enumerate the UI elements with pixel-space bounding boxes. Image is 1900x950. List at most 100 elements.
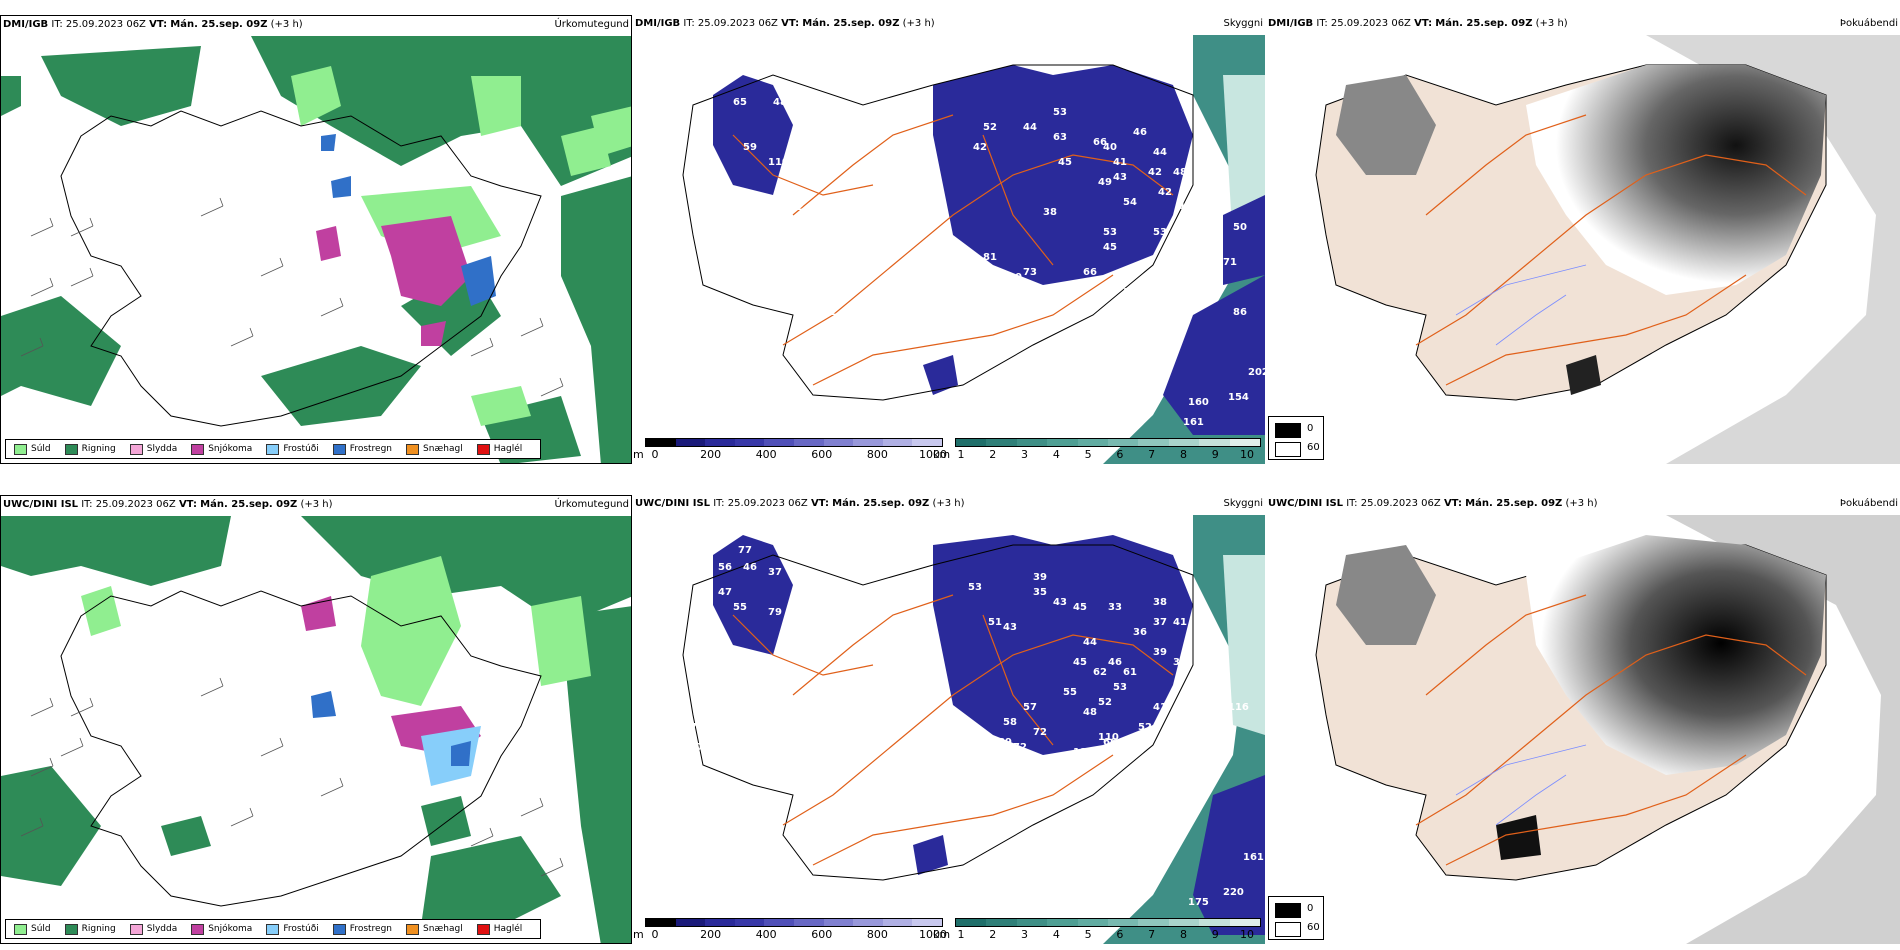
m-colorbar-segment — [734, 439, 765, 446]
km-colorbar-segment — [1168, 439, 1200, 446]
legend-label: Rigning — [81, 444, 116, 454]
m-tick-label: 400 — [755, 928, 777, 941]
visibility-value-label: 50 — [1233, 222, 1247, 233]
it-label: IT: — [51, 19, 63, 30]
legend-swatch — [476, 443, 490, 455]
legend-item: Haglél — [476, 443, 522, 455]
visibility-value-label: 39 — [1153, 647, 1167, 658]
model-name: UWC/DINI ISL — [635, 498, 711, 509]
km-colorbar-segment — [1199, 439, 1230, 446]
panel-title: Skyggni — [1223, 18, 1263, 29]
visibility-value-label: 89 — [998, 737, 1012, 748]
visibility-value-label: 161 — [1183, 417, 1204, 428]
visibility-scale: m 0 200 400 600 800 1000 km 1 2 3 4 5 6 7 8 9 10 — [633, 438, 1265, 461]
visibility-value-label: 110 — [1098, 732, 1119, 743]
visibility-value-label: 116 — [1228, 702, 1249, 713]
visibility-value-label: 16 — [703, 252, 717, 263]
visibility-value-label: 190 — [1123, 287, 1144, 298]
m-colorbar-segment — [646, 439, 676, 446]
visibility-value-label: 82 — [1108, 282, 1122, 293]
vt-value: Mán. 25.sep. 09Z — [1435, 18, 1533, 29]
km-tick-label: 10 — [1240, 448, 1254, 461]
km-tick-label: 9 — [1211, 448, 1219, 461]
it-value: 25.09.2023 06Z — [65, 19, 146, 30]
visibility-value-label: 53 — [1153, 227, 1167, 238]
visibility-value-label: 55 — [953, 732, 967, 743]
m-colorbar-segment — [823, 439, 854, 446]
visibility-value-label: 15 — [878, 242, 892, 253]
visibility-value-label: 46 — [743, 562, 757, 573]
visibility-value-label: 41 — [1113, 157, 1127, 168]
visibility-value-label: 65 — [733, 97, 747, 108]
legend-item: Snæhagl — [406, 923, 463, 935]
visibility-value-label: 48 — [1203, 182, 1217, 193]
legend-label: Súld — [31, 924, 51, 934]
legend-swatch — [266, 443, 280, 455]
visibility-value-label: 37 — [1153, 617, 1167, 628]
legend-swatch — [476, 923, 490, 935]
km-tick-label: 4 — [1052, 448, 1060, 461]
precip-map-row1 — [1, 36, 631, 463]
visibility-value-label: 40 — [1103, 142, 1117, 153]
visibility-value-label: 42 — [1158, 187, 1172, 198]
fog-swatch-light — [1275, 442, 1301, 457]
visibility-value-label: 46 — [1108, 657, 1122, 668]
km-tick-label: 4 — [1052, 928, 1060, 941]
visibility-value-label: 36 — [1133, 627, 1147, 638]
visibility-value-label: 42 — [1148, 167, 1162, 178]
km-colorbar-segment — [1077, 919, 1109, 926]
visibility-value-label: 247 — [1143, 287, 1164, 298]
km-colorbar-segment — [986, 919, 1017, 926]
it-label: IT: — [81, 499, 93, 510]
km-colorbar — [955, 918, 1261, 927]
fog-panel-row1: DMI/IGB IT: 25.09.2023 06Z VT: Mán. 25.s… — [1266, 15, 1900, 464]
legend-swatch — [64, 923, 78, 935]
visibility-panel-row1: 48 65 48 84 59 110 90 76 102 52 42 44 53 63 66 40 46 41 44… — [633, 15, 1265, 464]
it-value: 25.09.2023 06Z — [727, 498, 808, 509]
km-colorbar-segment — [1016, 439, 1048, 446]
offset: (+3 h) — [270, 19, 303, 30]
km-colorbar — [955, 438, 1261, 447]
legend-item: Snjókoma — [191, 443, 252, 455]
legend-swatch — [129, 443, 143, 455]
km-tick-label: 6 — [1116, 928, 1124, 941]
m-tick-label: 600 — [811, 448, 833, 461]
visibility-value-label: 61 — [1123, 667, 1137, 678]
visibility-value-label: 58 — [1003, 717, 1017, 728]
visibility-value-label: 52 — [1098, 697, 1112, 708]
vt-value: Mán. 25.sep. 09Z — [170, 19, 268, 30]
visibility-value-label: 33 — [1108, 602, 1122, 613]
visibility-value-label: 66 — [1093, 137, 1107, 148]
it-label: IT: — [1316, 18, 1328, 29]
km-colorbar-segment — [1138, 919, 1169, 926]
visibility-value-label: 53 — [1103, 227, 1117, 238]
m-tick-label: 0 — [651, 928, 659, 941]
legend-swatch — [266, 923, 280, 935]
panel-header: DMI/IGB IT: 25.09.2023 06Z VT: Mán. 25.s… — [3, 19, 303, 30]
visibility-value-label: 86 — [1233, 307, 1247, 318]
legend-item: Súld — [14, 443, 51, 455]
fog-swatch-light — [1275, 922, 1301, 937]
panel-title: Þokuábendi — [1839, 498, 1898, 509]
it-value: 25.09.2023 06Z — [95, 499, 176, 510]
visibility-value-label: 49 — [1188, 272, 1202, 283]
km-colorbar-segment — [1108, 439, 1139, 446]
m-colorbar — [645, 918, 943, 927]
fog-swatch-dark — [1275, 903, 1301, 918]
m-colorbar-segment — [793, 919, 824, 926]
km-colorbar-segment — [956, 439, 987, 446]
visibility-value-label: 161 — [1243, 852, 1264, 863]
km-colorbar-segment — [986, 439, 1017, 446]
km-colorbar-segment — [1077, 439, 1109, 446]
km-unit: km — [933, 448, 951, 461]
km-tick-label: 5 — [1084, 448, 1092, 461]
visibility-value-label: 37 — [768, 567, 782, 578]
visibility-value-label: 48 — [1173, 167, 1187, 178]
km-tick-label: 5 — [1084, 928, 1092, 941]
visibility-value-label: 49 — [1098, 177, 1112, 188]
m-tick-label: 400 — [755, 448, 777, 461]
offset: (+3 h) — [1565, 498, 1598, 509]
visibility-value-label: 45 — [1073, 657, 1087, 668]
km-colorbar-segment — [1229, 919, 1261, 926]
legend-label: Rigning — [81, 924, 116, 934]
